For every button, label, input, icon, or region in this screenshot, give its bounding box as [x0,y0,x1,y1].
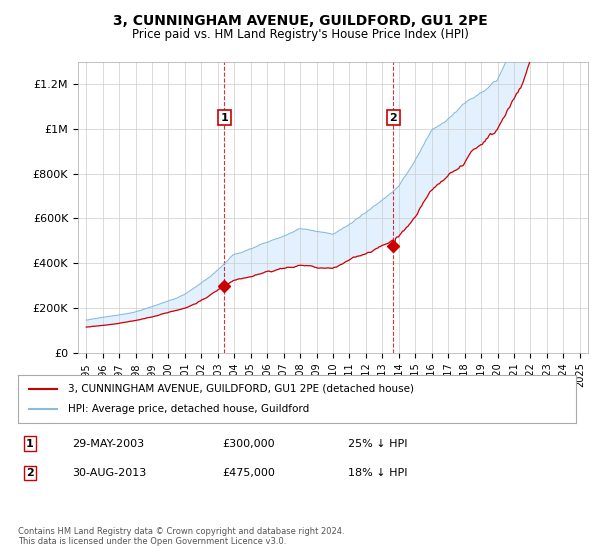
Text: 1: 1 [221,113,228,123]
Text: 25% ↓ HPI: 25% ↓ HPI [348,438,407,449]
Text: HPI: Average price, detached house, Guildford: HPI: Average price, detached house, Guil… [68,404,310,414]
Text: Contains HM Land Registry data © Crown copyright and database right 2024.
This d: Contains HM Land Registry data © Crown c… [18,526,344,546]
Text: £475,000: £475,000 [222,468,275,478]
Text: 29-MAY-2003: 29-MAY-2003 [72,438,144,449]
Text: 3, CUNNINGHAM AVENUE, GUILDFORD, GU1 2PE: 3, CUNNINGHAM AVENUE, GUILDFORD, GU1 2PE [113,14,487,28]
Text: 2: 2 [26,468,34,478]
Text: 2: 2 [389,113,397,123]
Text: 30-AUG-2013: 30-AUG-2013 [72,468,146,478]
Text: Price paid vs. HM Land Registry's House Price Index (HPI): Price paid vs. HM Land Registry's House … [131,28,469,41]
Text: 18% ↓ HPI: 18% ↓ HPI [348,468,407,478]
Text: 3, CUNNINGHAM AVENUE, GUILDFORD, GU1 2PE (detached house): 3, CUNNINGHAM AVENUE, GUILDFORD, GU1 2PE… [68,384,414,394]
Text: £300,000: £300,000 [222,438,275,449]
Text: 1: 1 [26,438,34,449]
